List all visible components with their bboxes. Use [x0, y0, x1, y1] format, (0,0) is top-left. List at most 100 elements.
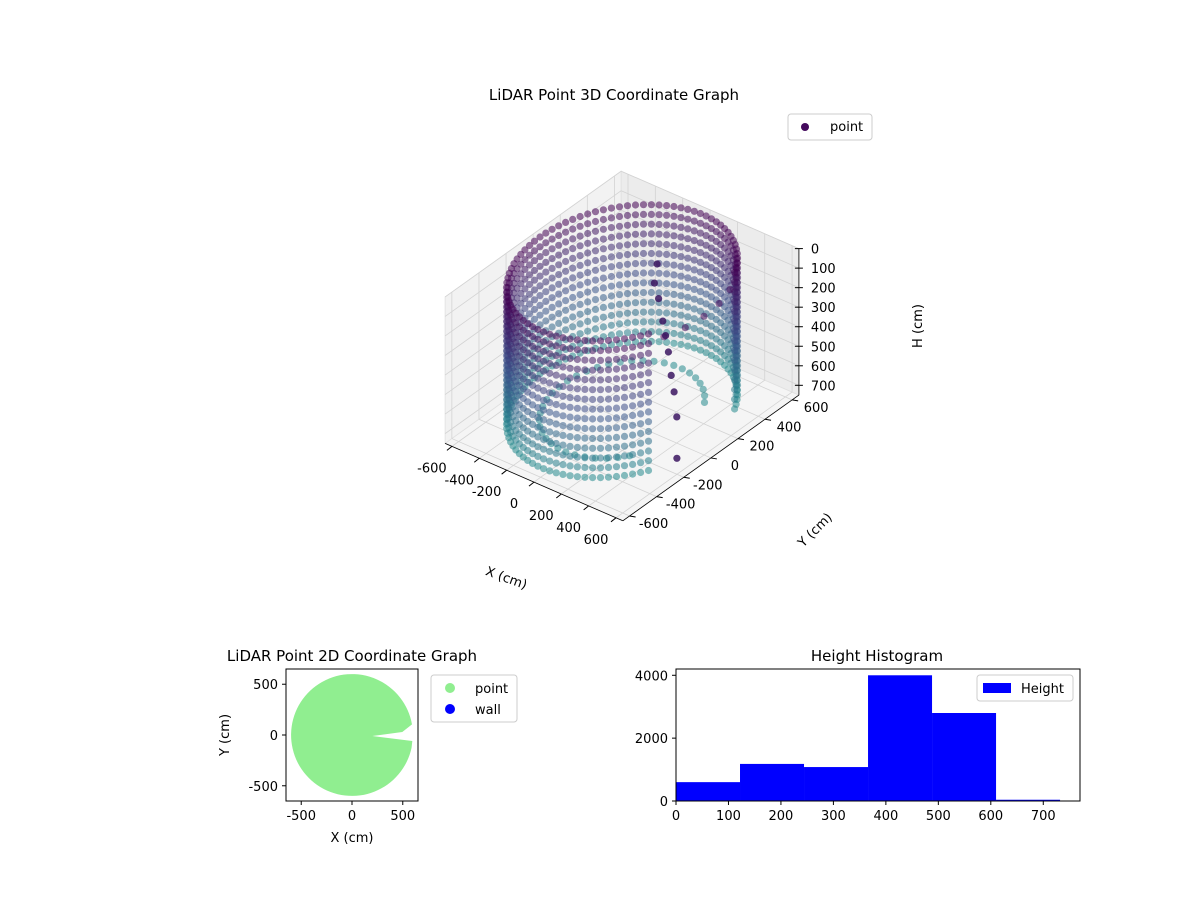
lidar-point-3d	[631, 269, 640, 277]
lidar-point-3d	[690, 237, 698, 245]
lidar-point-3d	[607, 331, 616, 339]
lidar-point-3d	[623, 251, 632, 259]
x-axis-label-3d: X (cm)	[483, 564, 529, 593]
lidar-point-3d	[696, 346, 705, 354]
lidar-point-3d	[690, 324, 698, 333]
lidar-point-3d	[615, 330, 624, 338]
grid-line-y-floor	[451, 438, 630, 517]
lidar-point-3d	[573, 394, 582, 403]
lidar-point-3d	[678, 365, 686, 373]
lidar-point-3d	[615, 300, 624, 308]
x-axis-label-2d: X (cm)	[331, 831, 374, 846]
lidar-point-3d	[663, 338, 671, 346]
lidar-point-3d	[670, 329, 678, 338]
lidar-point-3d	[546, 418, 554, 426]
lidar-point-3d	[615, 203, 624, 211]
lidar-point-3d	[591, 227, 600, 235]
lidar-point-3d	[702, 232, 710, 240]
lidar-point-3d	[559, 441, 567, 449]
lidar-point-3d	[639, 298, 648, 306]
lidar-point-3d	[684, 313, 692, 321]
lidar-point-3d	[534, 462, 542, 470]
chart-2d: LiDAR Point 2D Coordinate Graph -500 0 500…	[218, 647, 518, 846]
lidar-point-3d	[604, 405, 613, 413]
lidar-point-3d	[529, 323, 537, 331]
lidar-point-3d	[546, 330, 554, 338]
lidar-point-3d	[536, 243, 544, 251]
lidar-point-3d	[604, 434, 613, 442]
lidar-point-3d	[581, 463, 589, 472]
lidar-point-3d	[702, 329, 710, 337]
lidar-point-3d	[637, 351, 645, 359]
lidar-point-3d	[677, 292, 685, 300]
plot-frame-histogram	[675, 668, 1081, 802]
lidar-point-3d	[690, 295, 698, 303]
lidar-point-3d	[555, 231, 563, 240]
lidar-point-3d	[536, 282, 544, 290]
lidar-point-3d	[559, 412, 567, 420]
lidar-point-3d	[569, 303, 577, 311]
lidar-point-3d	[562, 316, 570, 324]
lidar-point-3d	[591, 256, 600, 265]
y-tick-label-3d: -600	[639, 517, 669, 532]
lidar-point-3d	[615, 222, 624, 230]
lidar-point-3d	[591, 208, 600, 216]
y-tick-3d	[656, 496, 663, 499]
lidar-point-3d	[596, 386, 605, 394]
lidar-point-3d	[677, 301, 685, 310]
lidar-point-3d	[629, 441, 637, 449]
y-tick-label-3d: -400	[666, 498, 696, 513]
lidar-point-3d	[540, 426, 548, 434]
lidar-point-3d	[612, 472, 621, 481]
lidar-point-3d	[555, 251, 563, 259]
lidar-point-3d	[604, 366, 613, 374]
lidar-point-3d	[655, 201, 663, 209]
lidar-point-3d	[647, 308, 656, 316]
lidar-point-3d	[591, 305, 600, 313]
lidar-point-3d	[731, 337, 739, 345]
lidar-point-3d	[529, 430, 537, 438]
lidar-point-3d	[555, 271, 563, 279]
lidar-point-3d	[670, 251, 678, 259]
lidar-point-3d	[562, 306, 570, 314]
lidar-point-3d	[596, 434, 605, 443]
lidar-point-3d	[629, 460, 637, 468]
lidar-point-3d	[536, 262, 544, 270]
lidar-point-3d	[612, 375, 621, 383]
lidar-point-3d	[631, 240, 640, 248]
lidar-point-3d	[644, 466, 653, 475]
y-tick-label-3d: 0	[731, 459, 739, 474]
lidar-point-3d	[581, 376, 589, 384]
lidar-point-3d	[576, 291, 584, 299]
lidar-point-3d	[623, 221, 632, 229]
lidar-point-3d	[670, 261, 678, 269]
lidar-point-3d	[540, 435, 548, 443]
z-tick-label-3d: 600	[811, 360, 836, 375]
lidar-point-3d	[529, 440, 537, 448]
lidar-point-3d	[589, 425, 597, 433]
lidar-point-3d	[684, 225, 692, 233]
lidar-point-3d	[702, 290, 710, 298]
lidar-point-3d	[696, 336, 705, 345]
lidar-point-3d	[562, 218, 570, 226]
lidar-point-3d	[576, 242, 584, 250]
lidar-point-3d	[530, 296, 539, 304]
x-tick-label-3d: 600	[584, 533, 609, 548]
lidar-point-3d	[569, 215, 577, 223]
lidar-point-3d	[604, 463, 613, 471]
lidar-point-3d	[612, 414, 621, 422]
lidar-point-3d	[576, 222, 584, 230]
lidar-point-3d	[663, 289, 671, 298]
lidar-point-3d	[690, 256, 698, 264]
lidar-point-3d	[690, 344, 698, 352]
lidar-point-3d	[555, 261, 563, 269]
lidar-point-3d	[542, 307, 550, 315]
lidar-point-3d	[696, 229, 705, 237]
lidar-point-3d	[696, 379, 704, 387]
lidar-point-3d	[552, 459, 560, 467]
z-axis-label-3d: H (cm)	[911, 304, 926, 348]
lidar-point-3d	[684, 205, 692, 213]
lidar-point-3d	[647, 288, 656, 297]
lidar-point-3d	[559, 382, 567, 391]
